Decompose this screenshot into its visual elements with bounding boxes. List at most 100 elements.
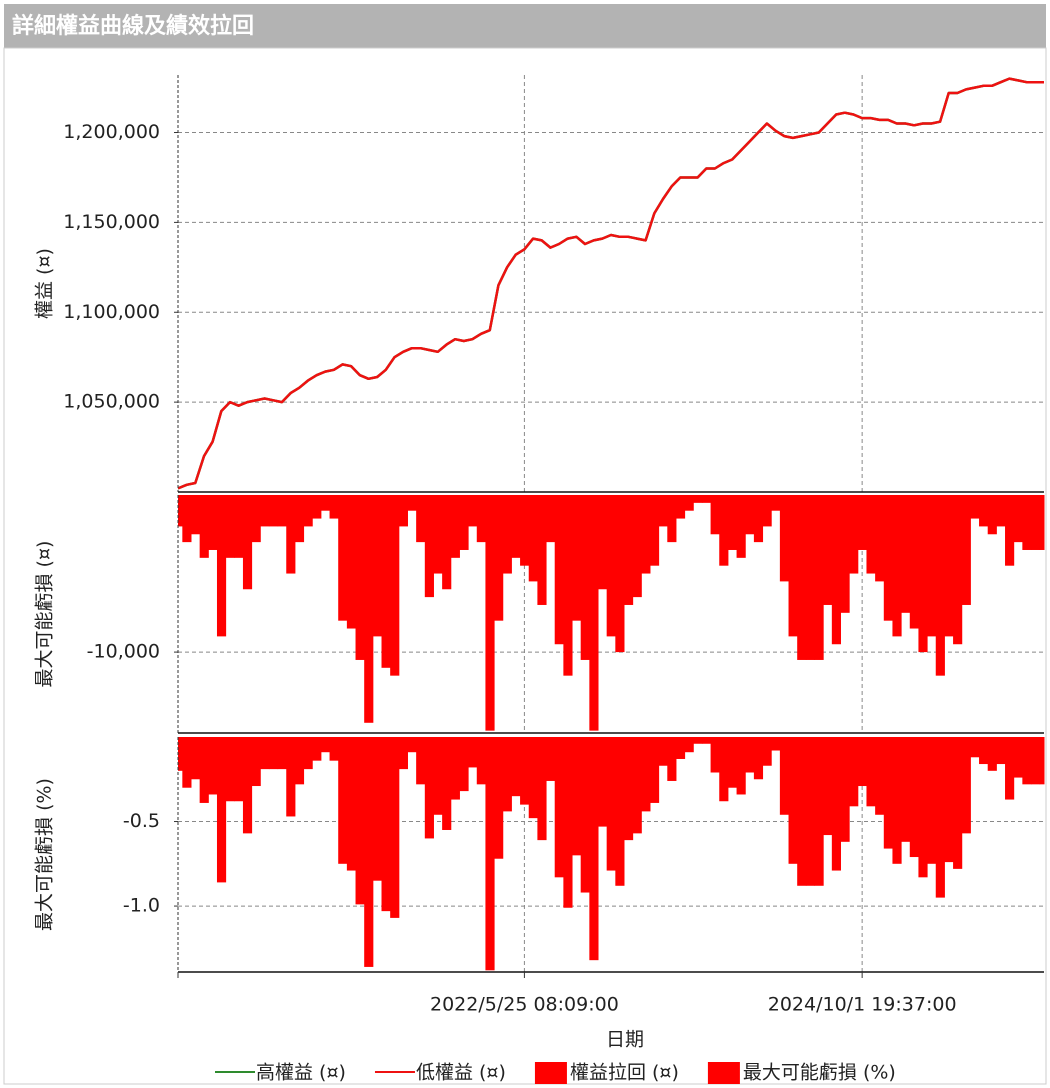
legend-item: 高權益 (¤): [215, 1062, 346, 1084]
drawdown-bar: [641, 737, 651, 812]
drawdown-bar: [935, 495, 945, 676]
drawdown-bar: [944, 495, 954, 637]
drawdown-bar: [961, 737, 971, 834]
y-tick-label: 1,100,000: [63, 301, 160, 323]
drawdown-bar: [1005, 495, 1015, 566]
drawdown-bar: [935, 737, 945, 898]
drawdown-bar: [701, 495, 712, 503]
drawdown-bar: [537, 495, 547, 605]
drawdown-bar: [849, 495, 859, 574]
drawdown-bar: [727, 495, 738, 550]
drawdown-bar: [381, 495, 391, 668]
drawdown-bar: [320, 495, 331, 511]
drawdown-bar: [485, 495, 495, 731]
drawdown-bar: [762, 495, 772, 527]
drawdown-bar: [216, 737, 227, 883]
drawdown-bar: [909, 737, 919, 858]
y-tick-label: 1,200,000: [63, 121, 160, 143]
drawdown-bar: [459, 737, 469, 792]
drawdown-bar: [216, 495, 227, 637]
y-tick-label: -1.0: [123, 895, 160, 917]
drawdown-bar: [814, 737, 824, 886]
drawdown-bar: [390, 495, 400, 676]
drawdown-bar: [572, 495, 582, 621]
drawdown-bar: [883, 495, 893, 621]
drawdown-bar: [502, 737, 512, 812]
drawdown-bar: [294, 737, 305, 785]
drawdown-bar: [996, 495, 1006, 527]
legend-label: 權益拉回 (¤): [570, 1062, 679, 1084]
drawdown-bar: [987, 737, 997, 771]
drawdown-bar: [190, 495, 201, 535]
drawdown-bar: [788, 495, 798, 637]
drawdown-bar: [433, 737, 443, 815]
drawdown-bar: [831, 495, 841, 645]
drawdown-bar: [450, 495, 460, 558]
drawdown-bar: [563, 495, 573, 676]
drawdown-bar: [684, 737, 694, 753]
drawdown-bar: [398, 737, 408, 770]
drawdown-bar: [918, 495, 928, 653]
frame: [3, 47, 1047, 1085]
drawdown-bar: [797, 737, 807, 886]
drawdown-bar: [675, 495, 686, 519]
drawdown-bar: [649, 737, 660, 803]
legend-item: 權益拉回 (¤): [534, 1062, 679, 1084]
drawdown-bar: [459, 495, 469, 550]
legend-swatch: [707, 1062, 740, 1084]
drawdown-bar: [701, 737, 712, 744]
drawdown-bar: [260, 495, 270, 527]
drawdown-bar: [1039, 495, 1045, 550]
drawdown-bar: [805, 495, 816, 660]
drawdown-bar: [823, 495, 833, 605]
drawdown-bar: [468, 495, 478, 527]
drawdown-bar: [476, 737, 486, 785]
drawdown-bar: [468, 737, 478, 768]
drawdown-bar: [1022, 737, 1032, 785]
drawdown-bar: [398, 495, 408, 527]
y-axis-title: 最大可能虧損 (%): [34, 778, 56, 931]
drawdown-bar: [901, 495, 911, 613]
drawdown-bar: [208, 737, 218, 795]
drawdown-bar: [407, 495, 417, 511]
drawdown-bar: [546, 495, 556, 543]
drawdown-bar: [667, 495, 677, 543]
drawdown-bar: [338, 495, 348, 621]
y-tick-label: 1,150,000: [63, 211, 160, 233]
drawdown-bar: [303, 495, 313, 527]
drawdown-bar: [346, 495, 357, 629]
drawdown-bar: [355, 737, 365, 905]
drawdown-bar: [658, 495, 668, 527]
drawdown-bar: [424, 737, 434, 839]
drawdown-bar: [857, 495, 867, 550]
drawdown-bar: [857, 737, 867, 787]
drawdown-bar: [234, 737, 244, 802]
drawdown-bar: [286, 495, 296, 574]
drawdown-bar: [970, 495, 980, 519]
drawdown-bar: [649, 495, 660, 566]
drawdown-bar: [875, 737, 885, 815]
y-tick-label: 1,050,000: [63, 391, 160, 413]
drawdown-bar: [303, 737, 313, 770]
drawdown-bar: [494, 737, 504, 859]
drawdown-bar: [554, 737, 564, 878]
drawdown-bar: [251, 737, 261, 787]
drawdown-bar: [450, 737, 460, 800]
drawdown-bar: [615, 495, 625, 653]
y-tick-label: -10,000: [87, 641, 160, 663]
drawdown-bar: [598, 737, 608, 827]
drawdown-bar: [693, 737, 703, 744]
drawdown-bar: [753, 737, 764, 780]
drawdown-bar: [563, 737, 573, 908]
legend-label: 高權益 (¤): [256, 1062, 346, 1084]
drawdown-bar: [199, 737, 209, 803]
drawdown-bar: [580, 495, 590, 660]
drawdown-bar: [623, 495, 634, 605]
drawdown-bar: [866, 495, 876, 574]
drawdown-bar: [190, 737, 201, 780]
drawdown-bar: [364, 495, 374, 723]
drawdown-bar: [736, 737, 746, 795]
drawdown-bar: [719, 495, 729, 566]
drawdown-bar: [979, 495, 989, 527]
